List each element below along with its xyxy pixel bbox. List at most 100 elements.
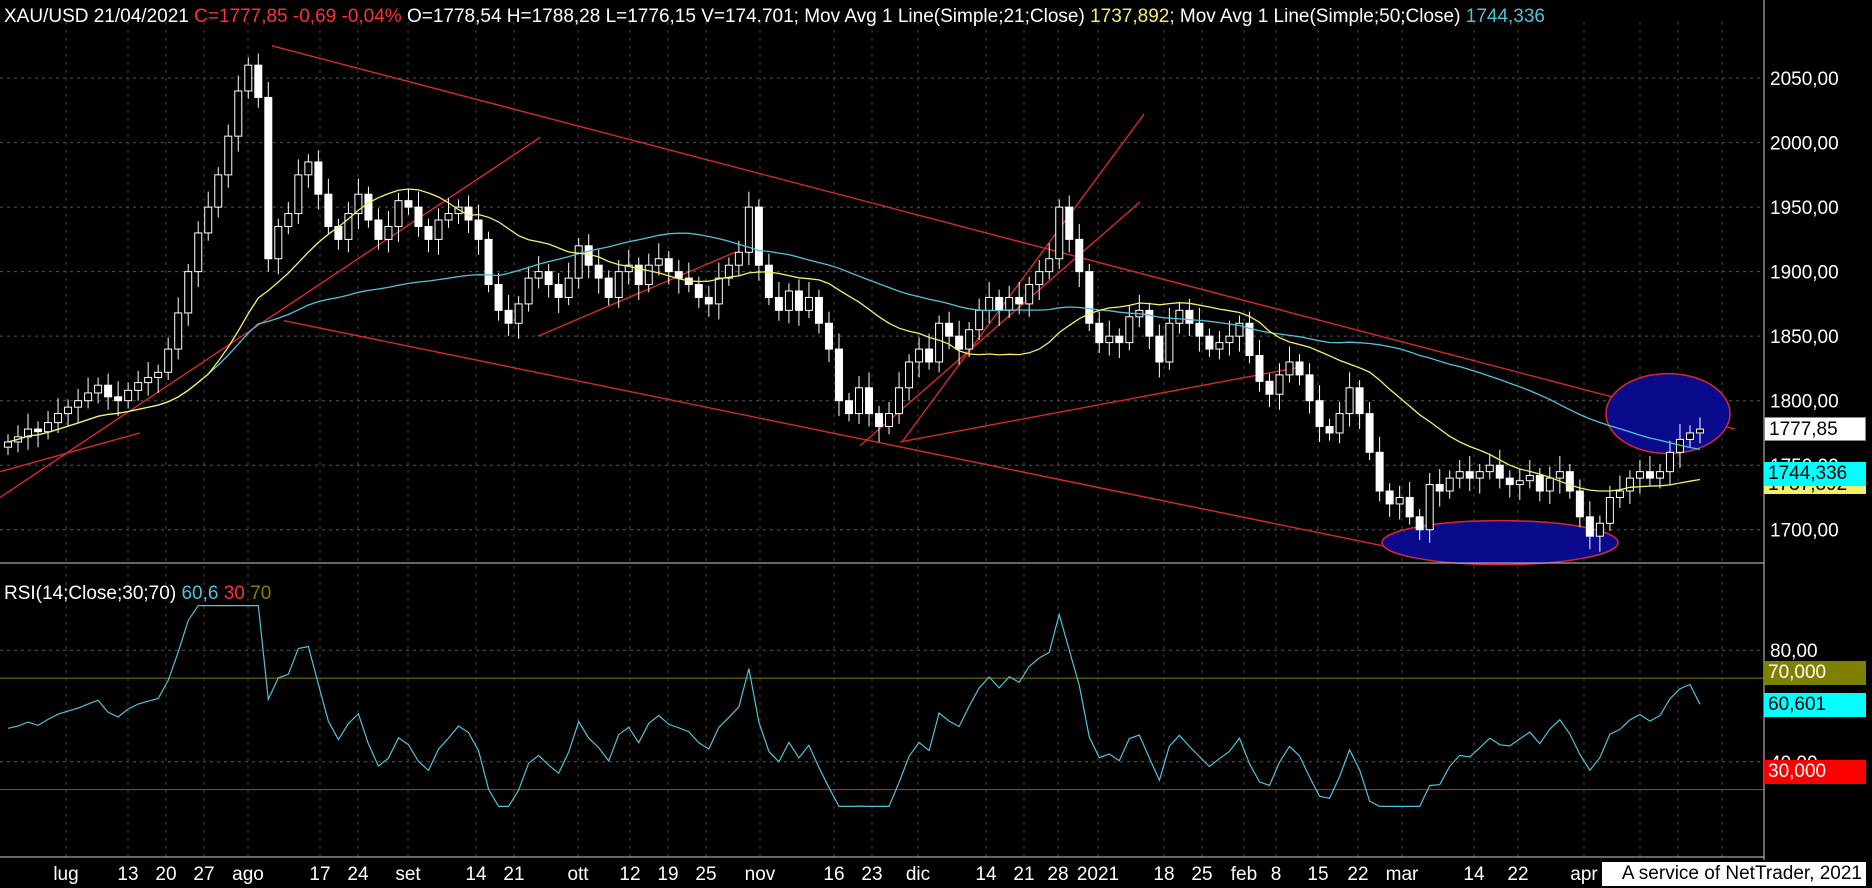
candle-body bbox=[574, 245, 583, 279]
candle-body bbox=[674, 271, 683, 279]
price-header: XAU/USD 21/04/2021 C=1777,85 -0,69 -0,04… bbox=[4, 6, 1545, 28]
candle-body bbox=[274, 225, 283, 260]
change-label: C=1777,85 -0,69 -0,04% bbox=[194, 6, 402, 27]
rsi-panel bbox=[0, 605, 1764, 807]
candle-body bbox=[784, 290, 793, 311]
candle-body bbox=[494, 284, 503, 311]
time-tick-label: ott bbox=[567, 864, 589, 885]
price-tick-label: 1800,00 bbox=[1770, 392, 1839, 413]
moving-averages bbox=[7, 188, 1701, 492]
candle-body bbox=[344, 213, 353, 240]
candle-body bbox=[324, 193, 333, 227]
candle-body bbox=[1655, 471, 1664, 479]
candle-body bbox=[774, 296, 783, 311]
candle-body bbox=[1545, 477, 1554, 492]
price-tick-label: 2050,00 bbox=[1770, 69, 1839, 90]
candle-body bbox=[44, 422, 53, 433]
candle-body bbox=[84, 392, 93, 402]
candle-body bbox=[1585, 516, 1594, 537]
candle-body bbox=[154, 371, 163, 378]
candle-body bbox=[1435, 484, 1444, 492]
ma50-value: 1744,336 bbox=[1465, 6, 1545, 27]
rsi-value: 60,6 bbox=[181, 583, 219, 604]
candle-body bbox=[1045, 258, 1054, 273]
candle-body bbox=[34, 428, 43, 433]
ma21-line bbox=[7, 188, 1701, 492]
candle-body bbox=[1625, 477, 1634, 492]
candle-body bbox=[1015, 296, 1024, 305]
candle-body bbox=[644, 264, 653, 286]
candle-body bbox=[844, 400, 853, 415]
ma50-line bbox=[7, 232, 1701, 451]
candle-body bbox=[804, 296, 813, 311]
candle-body bbox=[304, 161, 313, 176]
candle-body bbox=[484, 238, 493, 286]
candle-body bbox=[1145, 309, 1154, 337]
uptrend-line-2 bbox=[537, 251, 736, 337]
candle-body bbox=[995, 296, 1004, 311]
candle-body bbox=[925, 348, 934, 363]
candle-body bbox=[124, 389, 133, 402]
candle-body bbox=[54, 413, 63, 424]
candle-body bbox=[824, 322, 833, 350]
candle-body bbox=[794, 290, 803, 311]
candle-body bbox=[4, 441, 12, 448]
candle-body bbox=[164, 348, 173, 373]
candle-body bbox=[224, 135, 233, 176]
candle-body bbox=[654, 258, 663, 266]
candle-body bbox=[314, 161, 323, 195]
candle-body bbox=[504, 309, 513, 324]
candle-body bbox=[1185, 309, 1194, 324]
candle-body bbox=[194, 232, 203, 273]
candle-body bbox=[1415, 516, 1424, 531]
candle-body bbox=[1235, 322, 1244, 337]
candle-body bbox=[1475, 471, 1484, 479]
candle-body bbox=[524, 277, 533, 305]
candle-body bbox=[714, 277, 723, 305]
support-line bbox=[899, 366, 1301, 443]
ellipse-lower bbox=[1381, 519, 1619, 566]
candle-body bbox=[244, 64, 253, 92]
time-tick-label: 13 bbox=[117, 864, 138, 885]
time-tick-label: 16 bbox=[823, 864, 844, 885]
rsi-label: RSI(14;Close;30;70) bbox=[4, 583, 177, 604]
candle-body bbox=[1425, 484, 1434, 531]
candle-body bbox=[1665, 451, 1674, 473]
candle-body bbox=[1245, 322, 1254, 357]
candle-body bbox=[1095, 322, 1104, 344]
candle-body bbox=[915, 348, 924, 363]
time-tick-label: 20 bbox=[155, 864, 176, 885]
candle-body bbox=[474, 219, 483, 240]
candle-body bbox=[724, 264, 733, 279]
time-tick-label: 21 bbox=[1013, 864, 1034, 885]
candle-body bbox=[354, 193, 363, 215]
uptrend-line-4 bbox=[859, 201, 1141, 447]
candle-body bbox=[1615, 490, 1624, 498]
time-tick-label: 17 bbox=[309, 864, 330, 885]
candle-body bbox=[204, 206, 213, 234]
time-tick-label: 8 bbox=[1271, 864, 1282, 885]
candle-body bbox=[374, 219, 383, 240]
time-tick-label: ago bbox=[232, 864, 264, 885]
price-tick-label: 1700,00 bbox=[1770, 521, 1839, 542]
rsi-high-tag: 70,000 bbox=[1764, 661, 1866, 685]
time-tick-label: 28 bbox=[1047, 864, 1068, 885]
time-tick-label: 22 bbox=[1347, 864, 1368, 885]
candle-body bbox=[1635, 471, 1644, 479]
candle-body bbox=[1485, 464, 1494, 473]
rsi-tick-label: 80,00 bbox=[1770, 641, 1818, 662]
footer-credit: A service of NetTrader, 2021 bbox=[1602, 862, 1866, 886]
candle-body bbox=[24, 428, 33, 438]
candle-body bbox=[1345, 387, 1354, 415]
time-tick-label: 18 bbox=[1153, 864, 1174, 885]
candle-body bbox=[294, 174, 303, 215]
candle-body bbox=[554, 284, 563, 298]
candle-body bbox=[214, 174, 223, 208]
time-tick-label: 21 bbox=[503, 864, 524, 885]
candle-body bbox=[1275, 374, 1284, 395]
candle-body bbox=[1535, 475, 1544, 492]
candle-body bbox=[975, 309, 984, 331]
candle-body bbox=[1315, 400, 1324, 428]
candle-body bbox=[1025, 284, 1034, 305]
